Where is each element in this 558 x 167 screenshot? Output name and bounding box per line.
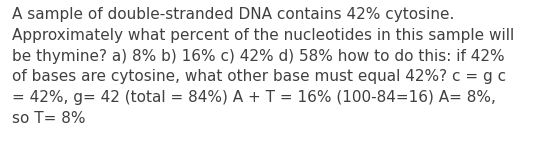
Text: A sample of double-stranded DNA contains 42% cytosine.
Approximately what percen: A sample of double-stranded DNA contains… [12,7,514,126]
